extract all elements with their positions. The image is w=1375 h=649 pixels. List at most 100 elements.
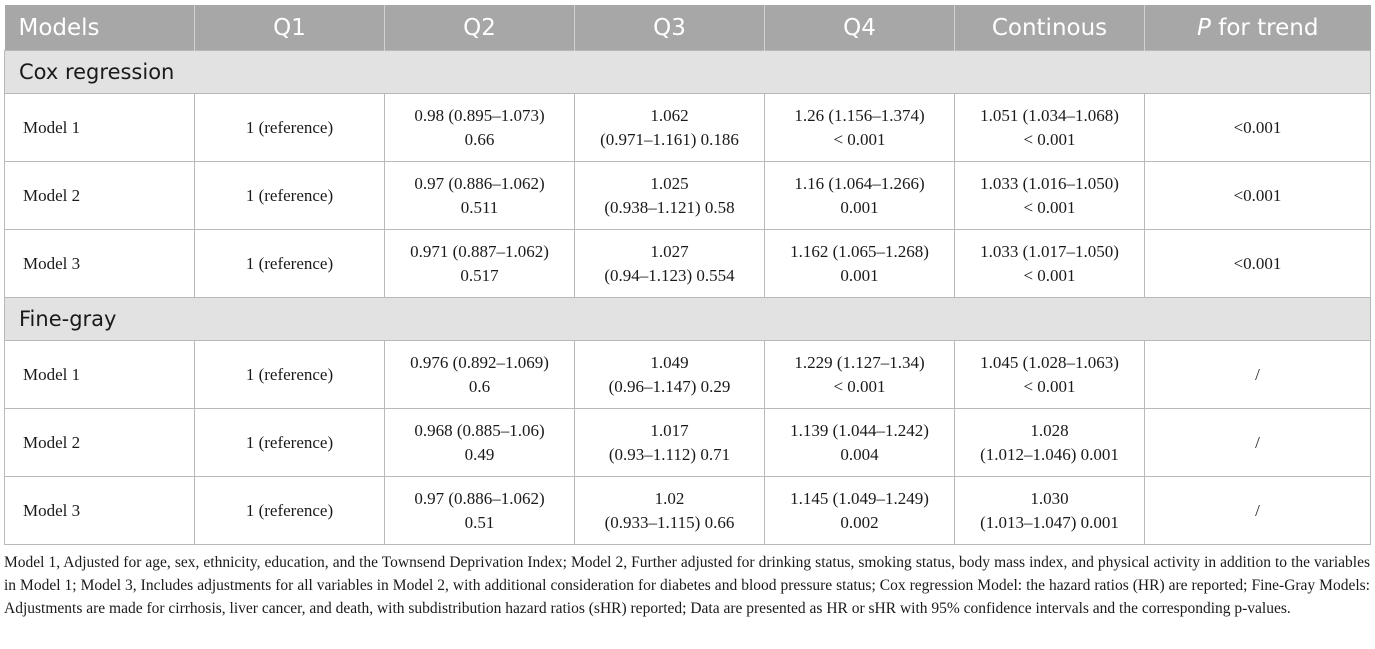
cell-p-trend: <0.001: [1144, 229, 1371, 298]
cell-line: <0.001: [1233, 253, 1282, 273]
cell-line: (0.933–1.115) 0.66: [604, 512, 735, 532]
cell-continuous: 1.051 (1.034–1.068) < 0.001: [954, 93, 1145, 162]
cell-q4: 1.229 (1.127–1.34) < 0.001: [764, 340, 955, 409]
cell-continuous: 1.033 (1.016–1.050) < 0.001: [954, 161, 1145, 230]
cell-q1: 1 (reference): [194, 340, 385, 409]
cell-line: 0.001: [840, 265, 879, 285]
cell-p-trend: <0.001: [1144, 93, 1371, 162]
cell-line: 1.02: [654, 488, 685, 508]
cell-line: 1 (reference): [245, 364, 334, 384]
cell-model: Model 1: [4, 340, 195, 409]
cell-line: (0.94–1.123) 0.554: [604, 265, 735, 285]
cell-line: 0.968 (0.885–1.06): [414, 420, 545, 440]
cell-p-trend: /: [1144, 408, 1371, 477]
table-footnote: Model 1, Adjusted for age, sex, ethnicit…: [4, 554, 1370, 617]
cell-line: (0.96–1.147) 0.29: [608, 376, 731, 396]
cell-q3: 1.025 (0.938–1.121) 0.58: [574, 161, 765, 230]
cell-line: 0.98 (0.895–1.073): [414, 105, 545, 125]
cell-p-trend: /: [1144, 476, 1371, 545]
cell-line: 1.145 (1.049–1.249): [790, 488, 929, 508]
cell-line: 0.976 (0.892–1.069): [410, 352, 549, 372]
cell-line: (0.971–1.161) 0.186: [600, 129, 739, 149]
table-row: Model 1 1 (reference) 0.976 (0.892–1.069) 0…: [4, 340, 1371, 409]
cell-line: < 0.001: [833, 376, 886, 396]
cell-model: Model 3: [4, 476, 195, 545]
header-q2: Q2: [384, 5, 575, 51]
cell-line: 1.139 (1.044–1.242): [790, 420, 929, 440]
cell-q2: 0.98 (0.895–1.073) 0.66: [384, 93, 575, 162]
section-title: Fine-gray: [4, 297, 1371, 341]
cell-line: <0.001: [1233, 185, 1282, 205]
cell-q4: 1.145 (1.049–1.249) 0.002: [764, 476, 955, 545]
table-header: Models Q1 Q2 Q3 Q4 Continous P for trend: [4, 5, 1371, 51]
cell-q3: 1.017 (0.93–1.112) 0.71: [574, 408, 765, 477]
cell-line: 1.027: [650, 241, 689, 261]
cell-line: 1 (reference): [245, 500, 334, 520]
cell-q1: 1 (reference): [194, 408, 385, 477]
cell-line: 1.025: [650, 173, 689, 193]
table-row: Model 2 1 (reference) 0.968 (0.885–1.06) 0.…: [4, 408, 1371, 477]
cell-line: 1.017: [650, 420, 689, 440]
cell-line: 1.049: [650, 352, 689, 372]
cell-q1: 1 (reference): [194, 229, 385, 298]
header-p-rest: for trend: [1210, 14, 1319, 41]
cell-q4: 1.16 (1.064–1.266) 0.001: [764, 161, 955, 230]
cell-q2: 0.976 (0.892–1.069) 0.6: [384, 340, 575, 409]
cell-line: 0.004: [840, 444, 879, 464]
cell-line: 1 (reference): [245, 432, 334, 452]
cell-q3: 1.02 (0.933–1.115) 0.66: [574, 476, 765, 545]
cell-q4: 1.139 (1.044–1.242) 0.004: [764, 408, 955, 477]
cell-line: 1.030: [1030, 488, 1069, 508]
cell-line: 1 (reference): [245, 117, 334, 137]
header-q4: Q4: [764, 5, 955, 51]
cell-line: 1 (reference): [245, 185, 334, 205]
cell-line: (0.93–1.112) 0.71: [608, 444, 731, 464]
cell-line: /: [1255, 432, 1260, 452]
section-row: Fine-gray: [4, 297, 1371, 341]
table-body: Cox regression Model 1 1 (reference) 0.98 (…: [4, 50, 1371, 545]
cell-model: Model 2: [4, 161, 195, 230]
cell-continuous: 1.033 (1.017–1.050) < 0.001: [954, 229, 1145, 298]
section-title: Cox regression: [4, 50, 1371, 94]
cell-model: Model 3: [4, 229, 195, 298]
header-p-for-trend: P for trend: [1144, 5, 1371, 51]
cell-line: 0.002: [840, 512, 879, 532]
cell-q4: 1.26 (1.156–1.374) < 0.001: [764, 93, 955, 162]
cell-line: 0.49: [464, 444, 495, 464]
header-row: Models Q1 Q2 Q3 Q4 Continous P for trend: [4, 5, 1371, 51]
cell-line: < 0.001: [1023, 265, 1076, 285]
cell-p-trend: <0.001: [1144, 161, 1371, 230]
cell-line: 1.051 (1.034–1.068): [980, 105, 1119, 125]
cell-line: 0.97 (0.886–1.062): [414, 173, 545, 193]
header-p-italic: P: [1197, 14, 1211, 41]
cell-line: 1.033 (1.017–1.050): [980, 241, 1119, 261]
results-table: Models Q1 Q2 Q3 Q4 Continous P for trend…: [4, 5, 1371, 545]
cell-q3: 1.049 (0.96–1.147) 0.29: [574, 340, 765, 409]
table-row: Model 2 1 (reference) 0.97 (0.886–1.062) 0.…: [4, 161, 1371, 230]
cell-q1: 1 (reference): [194, 93, 385, 162]
cell-model: Model 2: [4, 408, 195, 477]
cell-q2: 0.971 (0.887–1.062) 0.517: [384, 229, 575, 298]
cell-line: /: [1255, 364, 1260, 384]
cell-line: 0.97 (0.886–1.062): [414, 488, 545, 508]
header-q3: Q3: [574, 5, 765, 51]
table-row: Model 3 1 (reference) 0.97 (0.886–1.062) 0.…: [4, 476, 1371, 545]
cell-line: 0.66: [464, 129, 495, 149]
cell-q1: 1 (reference): [194, 476, 385, 545]
header-q1: Q1: [194, 5, 385, 51]
cell-line: 1.16 (1.064–1.266): [794, 173, 925, 193]
cell-line: < 0.001: [1023, 129, 1076, 149]
cell-line: < 0.001: [1023, 376, 1076, 396]
cell-line: /: [1255, 500, 1260, 520]
cell-q3: 1.027 (0.94–1.123) 0.554: [574, 229, 765, 298]
section-row: Cox regression: [4, 50, 1371, 94]
cell-line: 0.511: [460, 197, 499, 217]
cell-continuous: 1.030 (1.013–1.047) 0.001: [954, 476, 1145, 545]
cell-line: <0.001: [1233, 117, 1282, 137]
cell-line: 0.517: [460, 265, 499, 285]
cell-line: 1.028: [1030, 420, 1069, 440]
cell-continuous: 1.028 (1.012–1.046) 0.001: [954, 408, 1145, 477]
cell-line: 0.51: [464, 512, 495, 532]
cell-q4: 1.162 (1.065–1.268) 0.001: [764, 229, 955, 298]
